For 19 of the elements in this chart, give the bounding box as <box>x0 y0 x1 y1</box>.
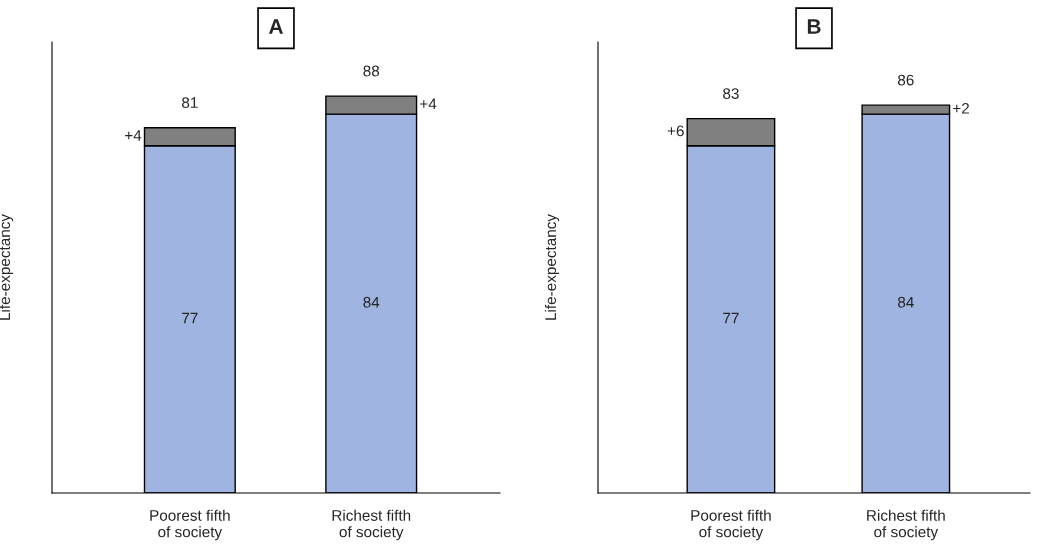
chart-title: A <box>268 19 283 34</box>
data-label: +6 <box>667 125 684 137</box>
x-tick-label: Richest fifth of society <box>867 509 945 541</box>
data-label: 77 <box>182 312 198 324</box>
data-label: +4 <box>125 130 142 141</box>
data-label: 77 <box>723 312 739 324</box>
total-label: 86 <box>897 74 914 86</box>
x-tick-label: Poorest fifth of society <box>150 509 230 541</box>
data-label: +4 <box>420 98 437 110</box>
data-label: +2 <box>953 102 969 114</box>
total-label: 83 <box>723 88 739 99</box>
y-axis-title: Life-expectancy <box>544 214 560 320</box>
x-tick-label: Richest fifth of society <box>332 509 411 541</box>
total-label: 81 <box>182 97 198 108</box>
data-label: 84 <box>897 296 914 308</box>
total-label: 88 <box>363 65 380 77</box>
data-label: 84 <box>363 296 380 308</box>
x-tick-label: Poorest fifth of society <box>691 509 771 541</box>
chart-title: B <box>807 19 821 34</box>
